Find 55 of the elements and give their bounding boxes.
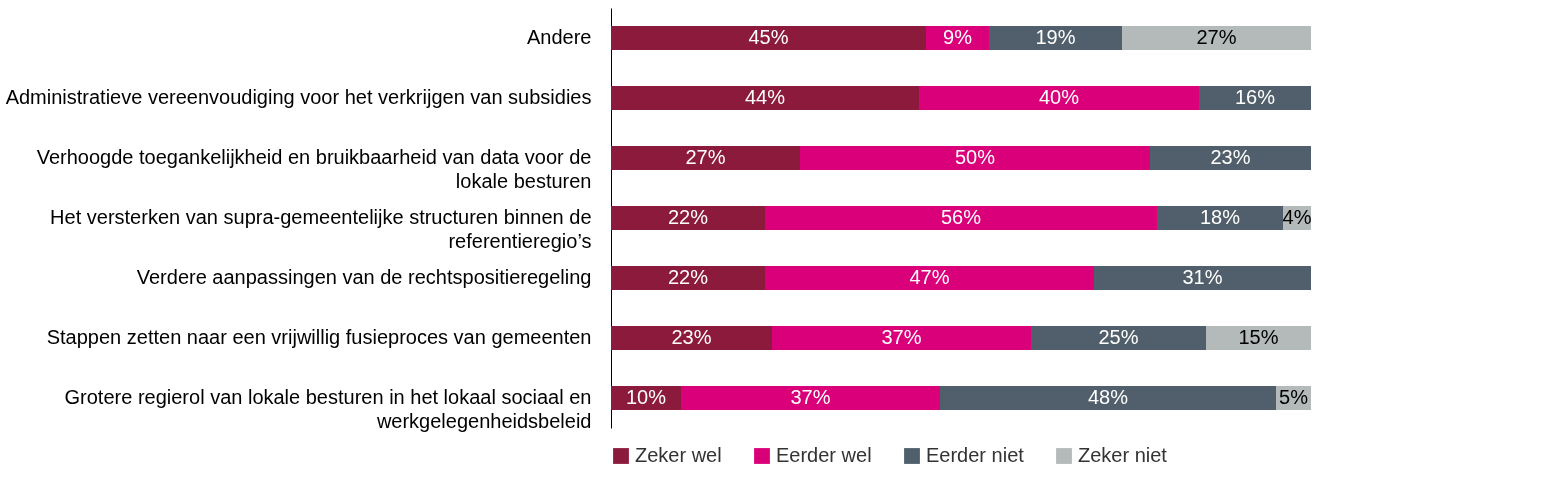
y-tick-label: Grotere regierol van lokale besturen in het lokaal sociaal en werkgelegenheidsbeleid (64, 386, 592, 432)
bar (765, 266, 1094, 290)
y-tick-label: Administratieve vereenvoudiging voor het verkrijgen van subsidies (5, 86, 592, 108)
y-tick-label: Verhoogde toegankelijkheid en bruikbaarheid van data voor de lokale besturen (36, 146, 592, 192)
data-label: 56% (940, 206, 982, 228)
data-label: 23% (671, 326, 712, 348)
bar (765, 206, 1157, 230)
bar (1157, 206, 1283, 230)
data-label: 47% (909, 266, 950, 288)
data-label: 31% (1182, 266, 1223, 288)
data-label: 15% (1238, 326, 1279, 348)
data-label: 25% (1098, 326, 1139, 348)
data-label: 44% (744, 86, 786, 108)
bar (611, 86, 919, 110)
bar (772, 326, 1031, 350)
y-tick-label: Het versterken van supra-gemeentelijke structuren binnen de referentieregio’s (50, 206, 592, 252)
bar (940, 386, 1276, 410)
data-label: 5% (1279, 386, 1309, 408)
bar (611, 206, 765, 230)
y-tick-label: Stappen zetten naar een vrijwillig fusieproces van gemeenten (46, 326, 592, 348)
data-label: 4% (1282, 206, 1312, 228)
y-tick-label: Andere (527, 26, 592, 48)
data-label: 45% (748, 26, 789, 48)
data-label: 48% (1087, 386, 1129, 408)
data-label: 23% (1210, 146, 1251, 168)
data-label: 50% (954, 146, 996, 168)
y-tick-label: Verdere aanpassingen van de rechtspositieregeling (136, 266, 592, 288)
bar (611, 26, 926, 50)
data-label: 18% (1199, 206, 1241, 228)
data-label: 22% (667, 266, 709, 288)
legend-label: Zeker wel (635, 444, 722, 466)
data-label: 37% (881, 326, 922, 348)
data-label: 16% (1234, 86, 1276, 108)
data-label: 10% (625, 386, 667, 408)
legend-label: Zeker niet (1078, 444, 1168, 466)
bar (800, 146, 1150, 170)
bar (681, 386, 940, 410)
bar (611, 266, 765, 290)
legend-label: Eerder wel (776, 444, 872, 466)
legend-label: Eerder niet (926, 444, 1025, 466)
bar (1150, 146, 1311, 170)
data-label: 37% (790, 386, 831, 408)
bar (989, 26, 1122, 50)
bar (611, 326, 772, 350)
bar (1122, 26, 1311, 50)
data-label: 19% (1035, 26, 1076, 48)
data-label: 40% (1038, 86, 1080, 108)
data-label: 27% (685, 146, 726, 168)
data-label: 9% (943, 26, 973, 48)
data-label: 22% (667, 206, 709, 228)
bar (1031, 326, 1206, 350)
data-label: 27% (1196, 26, 1237, 48)
bar (611, 146, 800, 170)
bar (919, 86, 1199, 110)
bar (1094, 266, 1311, 290)
